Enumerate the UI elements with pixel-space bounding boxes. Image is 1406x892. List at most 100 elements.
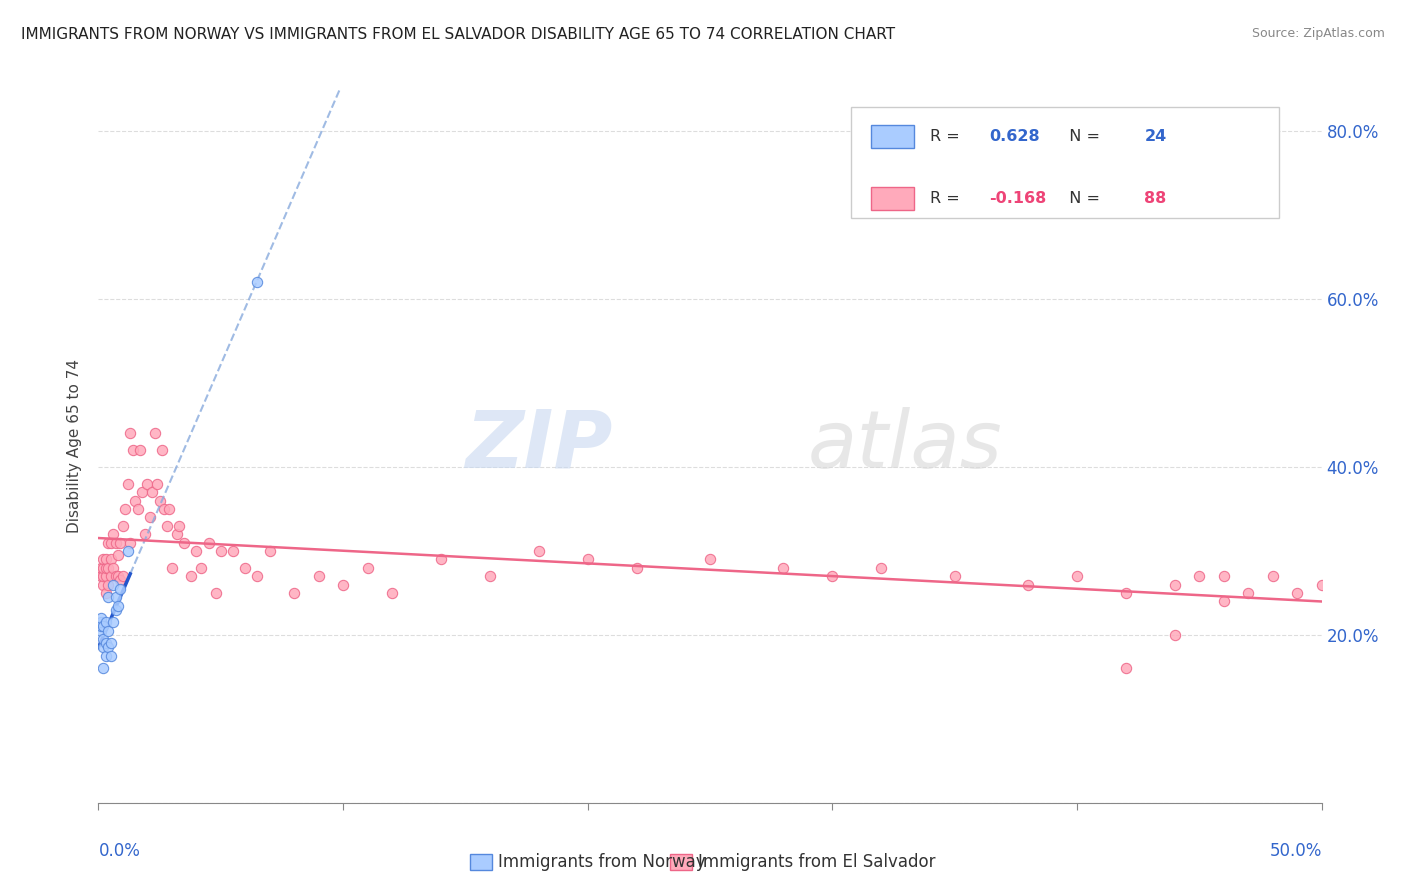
Point	[332, 577, 354, 591]
Text: -0.168: -0.168	[988, 191, 1046, 206]
Point	[107, 569, 129, 583]
Point	[1115, 661, 1137, 675]
Text: N =: N =	[1059, 128, 1105, 144]
Text: 0.0%: 0.0%	[98, 842, 141, 860]
Point	[943, 569, 966, 583]
Point	[699, 552, 721, 566]
Point	[1237, 586, 1260, 600]
Point	[100, 552, 122, 566]
Text: 0.628: 0.628	[988, 128, 1039, 144]
Point	[94, 552, 117, 566]
Text: 24: 24	[1144, 128, 1167, 144]
Point	[111, 569, 134, 583]
Point	[186, 544, 208, 558]
Point	[104, 590, 127, 604]
Point	[157, 502, 180, 516]
Point	[143, 426, 166, 441]
Point	[91, 619, 114, 633]
Point	[101, 577, 124, 591]
Point	[283, 586, 305, 600]
Point	[97, 624, 120, 638]
Point	[1164, 577, 1187, 591]
Point	[246, 569, 269, 583]
Point	[91, 577, 114, 591]
Point	[1286, 586, 1309, 600]
Point	[90, 611, 112, 625]
Point	[100, 535, 122, 549]
Point	[117, 544, 139, 558]
Point	[129, 443, 152, 458]
Point	[91, 661, 114, 675]
Point	[478, 569, 501, 583]
Point	[772, 560, 794, 574]
Point	[141, 485, 163, 500]
Text: Immigrants from Norway: Immigrants from Norway	[498, 853, 706, 871]
Point	[1261, 569, 1284, 583]
Point	[101, 615, 124, 630]
Point	[110, 535, 132, 549]
Point	[91, 560, 114, 574]
Point	[111, 518, 134, 533]
Point	[246, 275, 269, 289]
Y-axis label: Disability Age 65 to 74: Disability Age 65 to 74	[67, 359, 83, 533]
Point	[100, 569, 122, 583]
Text: R =: R =	[931, 128, 965, 144]
Point	[1212, 594, 1234, 608]
Point	[222, 544, 245, 558]
Point	[100, 648, 122, 663]
Point	[576, 552, 599, 566]
Text: atlas: atlas	[808, 407, 1002, 485]
Point	[97, 560, 120, 574]
Point	[104, 569, 127, 583]
Point	[1017, 577, 1039, 591]
Point	[117, 476, 139, 491]
Point	[94, 615, 117, 630]
Point	[91, 640, 114, 655]
Point	[110, 574, 132, 588]
Text: Source: ZipAtlas.com: Source: ZipAtlas.com	[1251, 27, 1385, 40]
Point	[94, 586, 117, 600]
Point	[166, 527, 188, 541]
Point	[91, 632, 114, 646]
Point	[104, 603, 127, 617]
Point	[356, 560, 378, 574]
Point	[90, 619, 112, 633]
Point	[134, 527, 156, 541]
Point	[90, 569, 112, 583]
Point	[94, 560, 117, 574]
Point	[180, 569, 202, 583]
Point	[136, 476, 159, 491]
Point	[527, 544, 550, 558]
Text: IMMIGRANTS FROM NORWAY VS IMMIGRANTS FROM EL SALVADOR DISABILITY AGE 65 TO 74 CO: IMMIGRANTS FROM NORWAY VS IMMIGRANTS FRO…	[21, 27, 896, 42]
Point	[1212, 569, 1234, 583]
Point	[91, 552, 114, 566]
Text: R =: R =	[931, 191, 965, 206]
Point	[97, 577, 120, 591]
Point	[107, 548, 129, 562]
Bar	[872, 187, 914, 210]
Point	[1164, 628, 1187, 642]
Point	[120, 426, 142, 441]
Text: 88: 88	[1144, 191, 1167, 206]
Point	[139, 510, 162, 524]
Point	[626, 560, 648, 574]
Point	[1188, 569, 1211, 583]
Point	[173, 535, 195, 549]
Point	[430, 552, 453, 566]
Point	[121, 443, 143, 458]
Point	[160, 560, 183, 574]
Point	[156, 518, 179, 533]
Point	[149, 493, 172, 508]
Text: 50.0%: 50.0%	[1270, 842, 1322, 860]
Point	[94, 648, 117, 663]
Point	[259, 544, 281, 558]
Point	[131, 485, 153, 500]
Point	[120, 535, 142, 549]
Point	[110, 582, 132, 596]
Point	[1310, 577, 1333, 591]
Point	[381, 586, 404, 600]
Text: Immigrants from El Salvador: Immigrants from El Salvador	[697, 853, 935, 871]
Point	[97, 590, 120, 604]
Text: N =: N =	[1059, 191, 1105, 206]
Point	[308, 569, 330, 583]
